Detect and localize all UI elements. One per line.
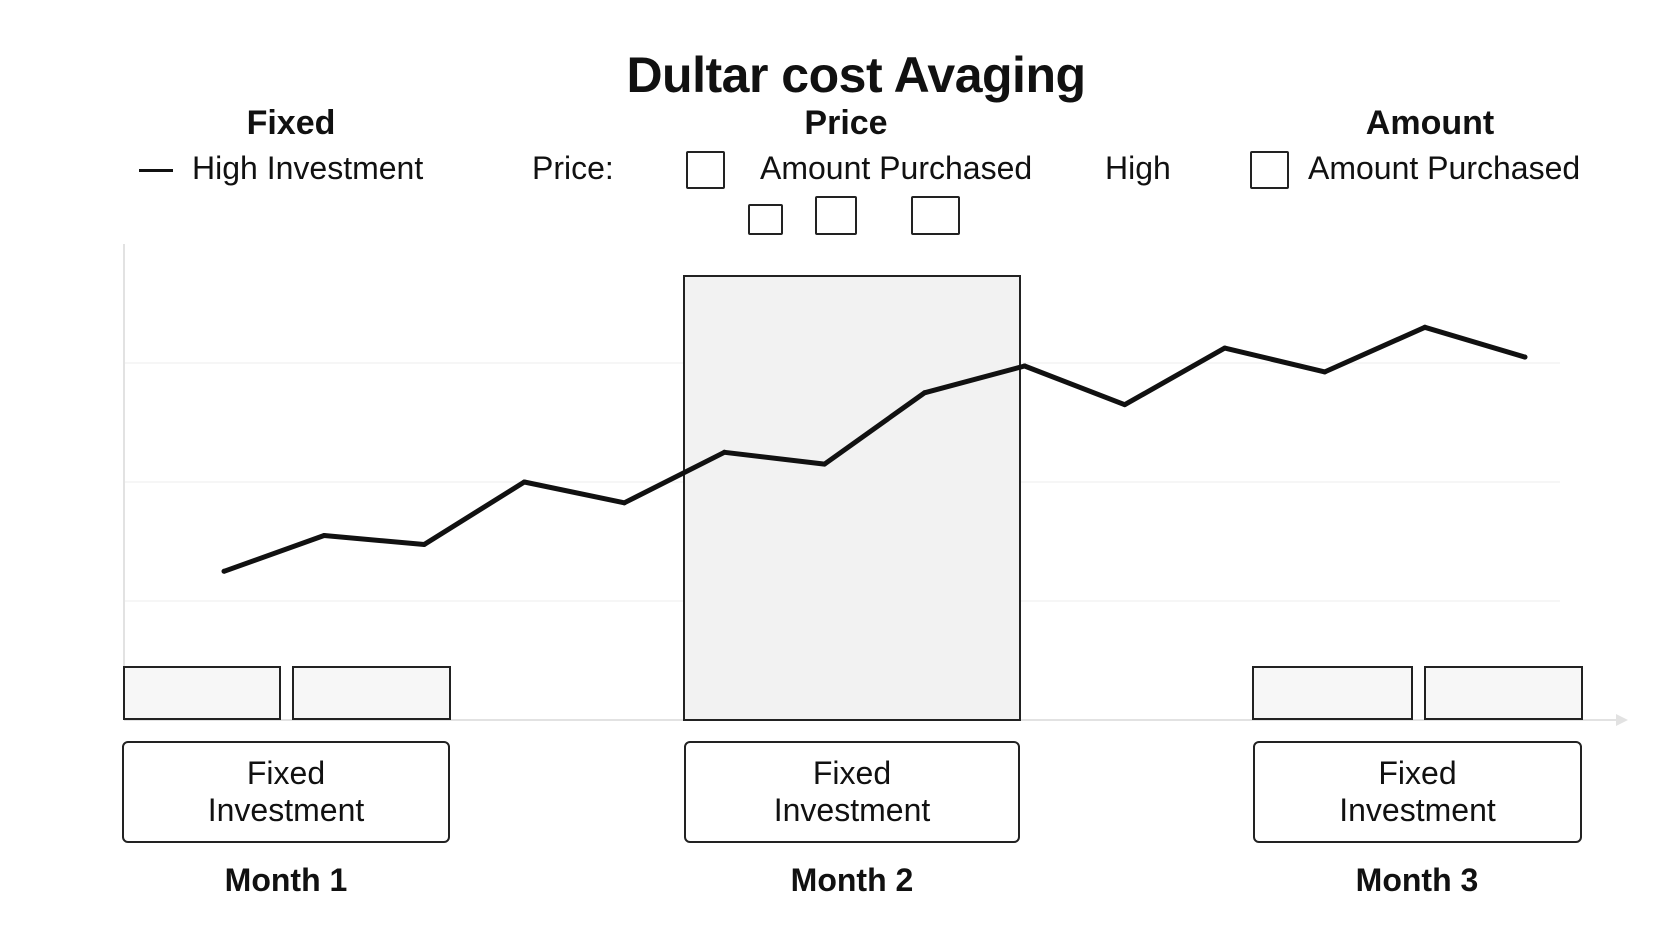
price-point-12 — [1322, 369, 1328, 375]
price-point-9 — [1022, 363, 1028, 369]
price-point-1 — [221, 568, 227, 574]
heading-fixed: Fixed — [246, 104, 336, 142]
month-label-3: Month 3 — [1355, 862, 1479, 898]
fixed-investment-box-month-2: Fixed Investment — [684, 741, 1020, 843]
heading-amount: Amount — [1365, 104, 1495, 142]
legend-line-icon — [139, 169, 173, 172]
legend-price-prefix: Price: — [532, 150, 614, 186]
month-2-highlight-region — [683, 275, 1021, 721]
price-point-13 — [1422, 324, 1428, 330]
x-axis-arrow-icon — [1616, 714, 1628, 726]
price-point-6 — [721, 449, 727, 455]
legend-amount-purchased-right: Amount Purchased — [1308, 150, 1581, 186]
heading-price: Price — [804, 104, 888, 142]
small-square-icon — [748, 204, 783, 235]
legend-amount-purchased: Amount Purchased — [760, 150, 1033, 186]
price-point-5 — [621, 500, 627, 506]
line-layer — [221, 324, 1528, 574]
price-point-10 — [1122, 402, 1128, 408]
block-month-1-a — [123, 666, 281, 720]
price-point-7 — [821, 461, 827, 467]
small-square-icon — [815, 196, 857, 235]
small-square-icon — [911, 196, 960, 235]
fixed-investment-box-month-1: Fixed Investment — [122, 741, 450, 843]
legend-high-investment: High Investment — [192, 150, 424, 186]
price-point-14 — [1522, 354, 1528, 360]
diagram-title: Dultar cost Avaging — [626, 47, 1086, 103]
checkbox-square-icon — [1250, 151, 1289, 189]
month-label-1: Month 1 — [224, 862, 348, 898]
price-point-4 — [521, 479, 527, 485]
price-point-8 — [922, 390, 928, 396]
price-series-line — [221, 324, 1528, 574]
price-point-11 — [1222, 345, 1228, 351]
fixed-investment-box-month-3: Fixed Investment — [1253, 741, 1582, 843]
block-month-3-a — [1252, 666, 1413, 720]
legend-high-prefix: High — [1105, 150, 1171, 186]
month-label-2: Month 2 — [790, 862, 914, 898]
block-month-3-b — [1424, 666, 1583, 720]
price-point-2 — [321, 533, 327, 539]
block-month-1-b — [292, 666, 451, 720]
checkbox-square-icon — [686, 151, 725, 189]
price-point-3 — [421, 541, 427, 547]
